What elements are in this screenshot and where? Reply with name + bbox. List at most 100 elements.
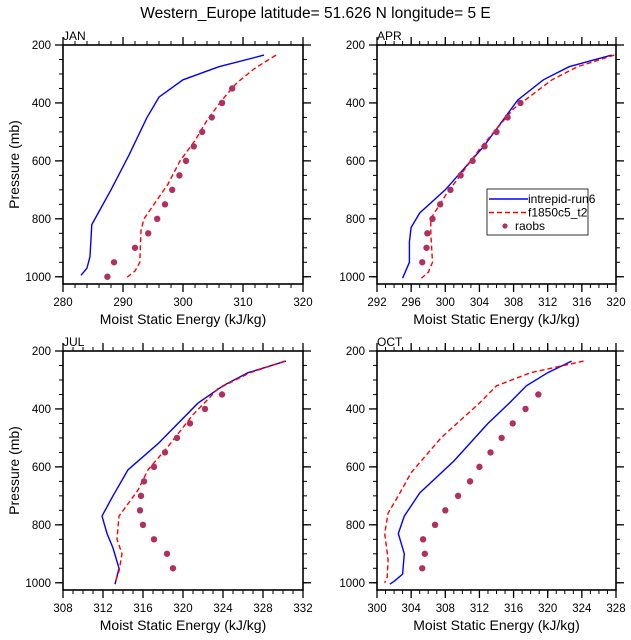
raobs-point [199, 128, 206, 136]
series-line-intrepid-run6 [101, 360, 287, 585]
raobs-point [140, 478, 148, 485]
x-tick-label: 312 [470, 603, 489, 615]
raobs-point [421, 550, 428, 557]
x-tick-label: 328 [253, 603, 272, 615]
raobs-point [509, 420, 516, 427]
series-line-f1850c5-t2 [420, 54, 615, 279]
x-tick-label: 308 [504, 297, 523, 309]
panel-jul: JUL 308 312 316 320 324 328 332 200 400 600 800 1000… [6, 335, 313, 633]
raobs-point [154, 215, 161, 223]
series-line-intrepid-run6 [389, 360, 572, 585]
raobs-point [218, 391, 226, 398]
plot-frame [62, 44, 304, 285]
legend-label: f1850c5_t2 [528, 206, 588, 220]
raobs-point [139, 521, 147, 529]
raobs-point [176, 172, 183, 179]
x-tick-label: 280 [53, 297, 72, 309]
x-tick-label: 316 [504, 603, 523, 615]
plot-frame [62, 350, 304, 591]
y-tick-label: 400 [32, 98, 51, 110]
x-tick-label: 320 [606, 297, 625, 309]
x-tick-label: 312 [538, 297, 557, 309]
raobs-point [436, 201, 444, 208]
x-tick-label: 316 [133, 603, 152, 615]
y-tick-label: 200 [346, 40, 365, 52]
raobs-point [161, 449, 169, 456]
raobs-point [493, 128, 500, 136]
y-tick-label: 1000 [25, 578, 51, 590]
x-tick-label: 310 [233, 297, 252, 309]
x-tick-label: 300 [436, 297, 455, 309]
raobs-point [498, 434, 505, 442]
raobs-point [442, 507, 449, 514]
y-axis-label: Pressure (mb) [6, 426, 22, 515]
x-tick-label: 320 [293, 297, 312, 309]
legend-marker-raobs [502, 223, 508, 229]
x-tick-label: 316 [572, 297, 591, 309]
legend-label: raobs [515, 219, 545, 233]
y-axis-label: Pressure (mb) [6, 120, 22, 209]
x-axis-label: Moist Static Energy (kJ/kg) [413, 311, 580, 327]
panel-title: OCT [377, 335, 403, 349]
y-tick-label: 1000 [25, 272, 51, 284]
y-tick-label: 200 [32, 346, 51, 358]
y-tick-label: 800 [346, 520, 365, 532]
y-tick-label: 600 [346, 462, 365, 474]
y-tick-label: 400 [346, 404, 365, 416]
panel-apr: APR 292 296 300 304 308 312 316 320 200 400 600 800 1… [339, 29, 625, 327]
raobs-point [419, 536, 427, 543]
plot-frame [376, 44, 617, 285]
legend-label: intrepid-run6 [528, 192, 596, 206]
raobs-point [190, 143, 197, 150]
raobs-point [150, 463, 158, 471]
y-tick-label: 600 [32, 156, 51, 168]
raobs-point [487, 449, 494, 456]
raobs-point [173, 434, 181, 442]
x-tick-label: 324 [213, 603, 233, 615]
panel-jan: JAN 280 290 300 310 320 200 400 600 800 1000 Moist … [6, 29, 313, 327]
raobs-point [104, 273, 111, 280]
x-tick-label: 320 [173, 603, 192, 615]
y-tick-label: 200 [32, 40, 51, 52]
panel-title: APR [377, 29, 402, 43]
x-tick-label: 308 [436, 603, 455, 615]
y-tick-label: 600 [32, 462, 51, 474]
y-tick-label: 400 [346, 98, 365, 110]
x-tick-label: 332 [293, 603, 312, 615]
raobs-point [457, 172, 464, 179]
raobs-point [504, 114, 511, 121]
y-tick-label: 200 [346, 346, 365, 358]
x-tick-label: 312 [93, 603, 112, 615]
series-line-f1850c5-t2 [125, 54, 277, 279]
x-tick-label: 328 [606, 603, 625, 615]
raobs-point [208, 114, 215, 121]
raobs-point [131, 244, 139, 251]
raobs-point [517, 99, 524, 107]
raobs-point [423, 244, 430, 251]
y-tick-label: 600 [346, 156, 365, 168]
raobs-point [145, 230, 152, 237]
x-tick-label: 296 [402, 297, 421, 309]
raobs-point [110, 259, 118, 266]
raobs-point [469, 157, 476, 165]
raobs-point [137, 492, 145, 500]
x-tick-label: 324 [572, 603, 592, 615]
raobs-point [229, 85, 236, 92]
series-line-intrepid-run6 [401, 54, 612, 279]
raobs-point [161, 201, 169, 208]
raobs-point [150, 536, 158, 543]
raobs-point [429, 215, 436, 223]
y-tick-label: 800 [32, 520, 51, 532]
series-line-f1850c5-t2 [383, 360, 584, 584]
raobs-point [419, 259, 426, 266]
x-tick-label: 300 [173, 297, 192, 309]
raobs-point [218, 99, 226, 107]
series-line-f1850c5-t2 [114, 360, 286, 584]
raobs-point [136, 507, 144, 514]
raobs-point [182, 157, 190, 165]
raobs-point [163, 550, 171, 557]
x-tick-label: 308 [53, 603, 72, 615]
x-tick-label: 290 [113, 297, 132, 309]
